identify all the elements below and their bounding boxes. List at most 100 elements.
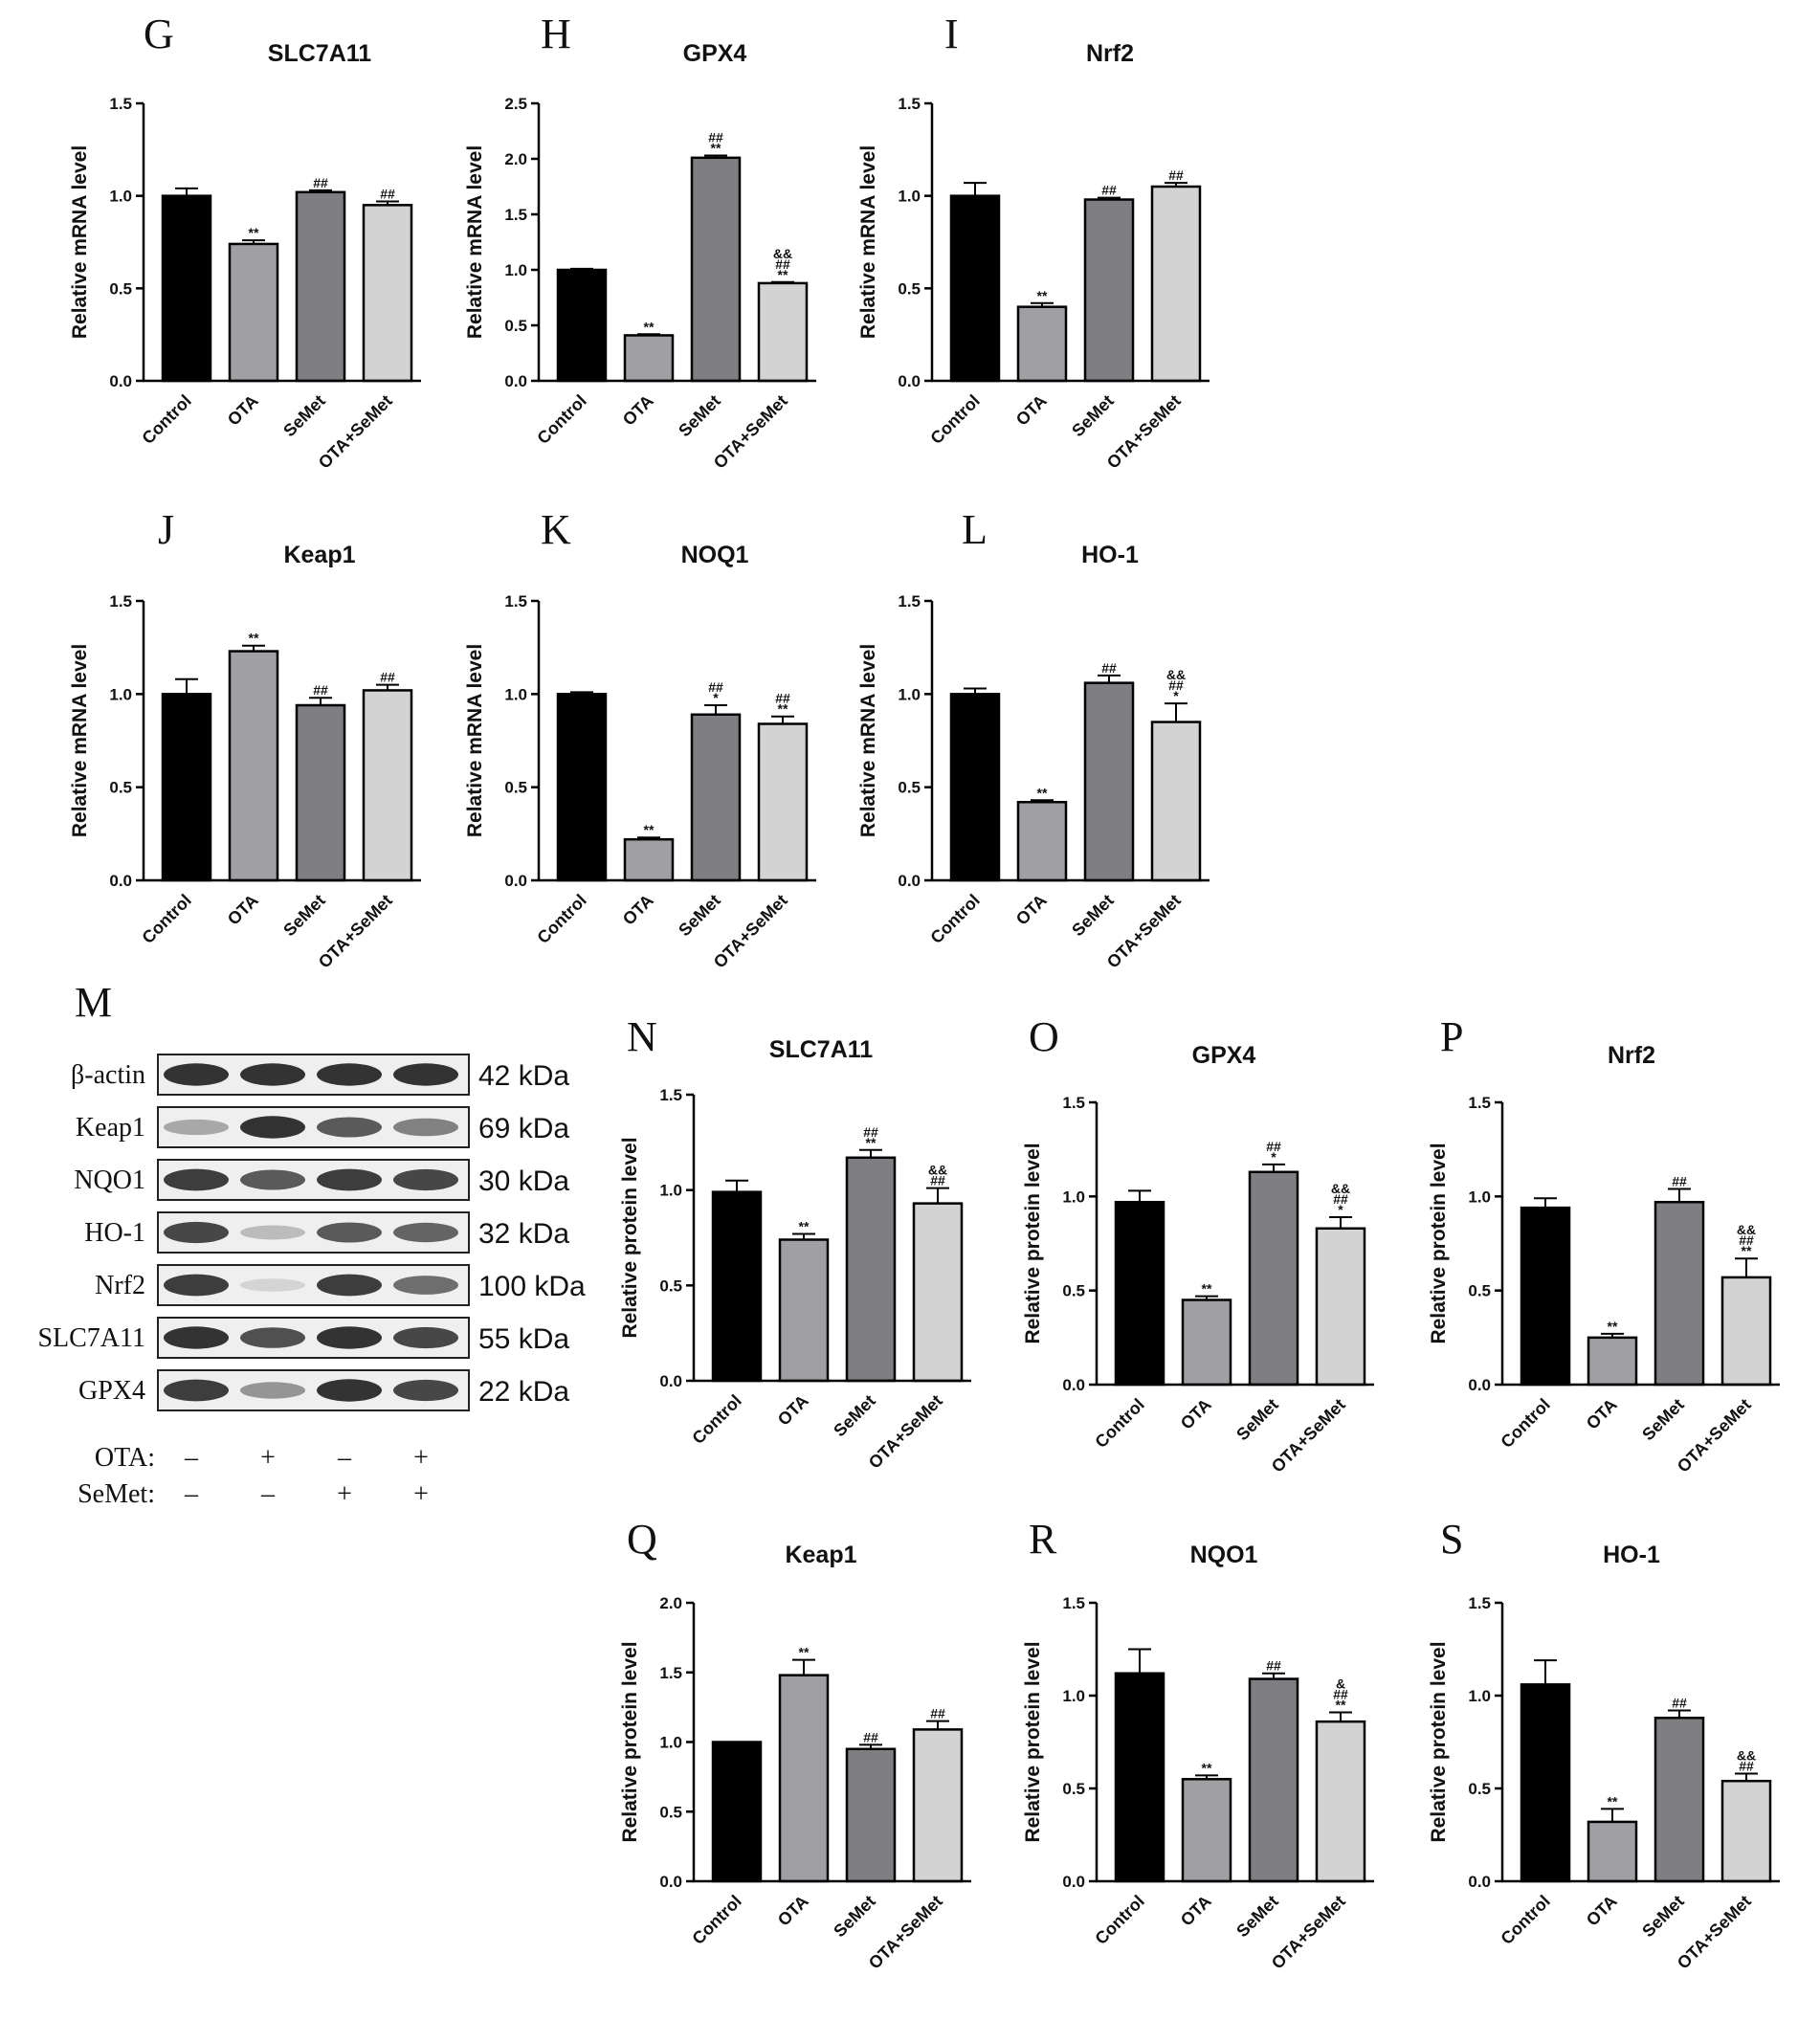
panel-letter: N: [627, 1013, 657, 1060]
bar-control: [161, 194, 212, 383]
panel-letter: L: [962, 506, 988, 553]
panel-letter: O: [1029, 1013, 1059, 1060]
blot-kda-label: 55 kDa: [478, 1323, 569, 1355]
blot-kda-label: 69 kDa: [478, 1113, 569, 1144]
panel-letter: H: [541, 11, 571, 57]
significance-mark: **: [778, 267, 788, 282]
y-axis-label: Relative mRNA level: [69, 644, 91, 837]
blot-band: [164, 1221, 229, 1244]
blot-band: [317, 1117, 382, 1138]
bar-ota-semet: [1150, 721, 1202, 882]
bar-semet: [1248, 1677, 1299, 1883]
y-tick-label: 1.5: [1062, 1594, 1085, 1612]
significance-mark: ##: [863, 1729, 878, 1744]
category-label: SeMet: [830, 1391, 879, 1441]
significance-mark: &&: [1166, 667, 1186, 682]
category-label: Control: [1497, 1892, 1553, 1948]
blot-band: [393, 1222, 458, 1243]
significance-mark: ##: [775, 691, 790, 706]
significance-mark: **: [799, 1219, 810, 1234]
significance-mark: &&: [1737, 1747, 1756, 1763]
condition-mark: –: [184, 1479, 199, 1509]
y-axis-label: Relative protein level: [619, 1641, 641, 1842]
condition-mark: +: [260, 1443, 276, 1473]
condition-mark: +: [413, 1443, 429, 1473]
y-tick-label: 1.5: [659, 1664, 682, 1682]
category-label: SeMet: [1068, 391, 1118, 441]
blot-kda-label: 30 kDa: [478, 1165, 569, 1197]
significance-mark: *: [1338, 1202, 1343, 1217]
blot-band: [317, 1274, 382, 1297]
y-axis-label: Relative protein level: [1428, 1143, 1450, 1343]
blot-band: [317, 1063, 382, 1086]
y-tick-label: 1.0: [504, 685, 527, 703]
condition-mark: –: [260, 1479, 276, 1509]
bar-control: [556, 693, 608, 882]
y-tick-label: 0.0: [109, 372, 132, 390]
bar-ota-semet: [1720, 1779, 1772, 1883]
bar-control: [1520, 1206, 1571, 1387]
bar-ota: [1587, 1336, 1638, 1387]
significance-mark: ##: [863, 1124, 878, 1140]
bar-semet: [295, 703, 346, 882]
y-tick-label: 1.0: [1062, 1188, 1085, 1206]
significance-mark: **: [799, 1645, 810, 1660]
condition-mark: +: [413, 1479, 429, 1509]
y-tick-label: 1.5: [504, 206, 527, 224]
bar-ota: [778, 1674, 830, 1883]
blot-protein-label: GPX4: [78, 1376, 145, 1406]
y-tick-label: 1.0: [898, 685, 921, 703]
y-tick-label: 0.0: [109, 872, 132, 890]
condition-mark: –: [184, 1443, 199, 1473]
category-label: SeMet: [1232, 1395, 1282, 1445]
bar-ota: [1016, 800, 1068, 882]
y-axis-label: Relative mRNA level: [464, 145, 486, 339]
blot-protein-label: β-actin: [71, 1060, 145, 1090]
y-tick-label: 0.5: [1062, 1282, 1085, 1300]
blot-band: [317, 1379, 382, 1402]
significance-mark: ##: [313, 175, 328, 190]
category-label: OTA: [619, 391, 657, 430]
significance-mark: &&: [1331, 1181, 1350, 1196]
category-label: OTA: [224, 391, 262, 430]
significance-mark: &&: [1737, 1222, 1756, 1237]
chart-panel-s: S HO-1 Relative protein level Control ** OTA #…: [1428, 1516, 1780, 1973]
blot-band: [240, 1382, 305, 1399]
condition-label: SeMet:: [78, 1479, 155, 1509]
y-tick-label: 1.0: [898, 188, 921, 206]
blot-band: [393, 1118, 458, 1137]
y-tick-label: 0.0: [1062, 1873, 1085, 1891]
panel-letter: M: [75, 979, 112, 1026]
y-tick-label: 0.5: [504, 779, 527, 797]
bar-ota-semet: [912, 1728, 964, 1883]
chart-title: SLC7A11: [268, 40, 371, 67]
significance-mark: ##: [380, 670, 395, 685]
category-label: OTA: [774, 1892, 812, 1930]
y-tick-label: 0.5: [659, 1276, 682, 1295]
bar-ota: [623, 837, 675, 882]
significance-mark: **: [866, 1135, 877, 1150]
y-axis-label: Relative protein level: [1428, 1641, 1450, 1842]
y-tick-label: 1.0: [659, 1734, 682, 1752]
bar-ota-semet: [757, 281, 809, 383]
blot-protein-label: Keap1: [76, 1113, 145, 1143]
blot-band: [240, 1327, 305, 1348]
bar-ota: [1181, 1299, 1232, 1387]
bar-semet: [845, 1156, 897, 1383]
y-tick-label: 0.0: [504, 872, 527, 890]
category-label: SeMet: [1068, 891, 1118, 941]
significance-mark: **: [249, 225, 259, 240]
category-label: Control: [138, 391, 194, 448]
significance-mark: ##: [775, 256, 790, 272]
blot-band: [164, 1063, 229, 1086]
panel-letter: G: [144, 11, 174, 57]
category-label: OTA: [619, 891, 657, 929]
category-label: Control: [138, 891, 194, 947]
significance-mark: **: [711, 141, 721, 156]
y-tick-label: 0.0: [1468, 1376, 1491, 1394]
chart-title: Keap1: [785, 1542, 856, 1568]
significance-mark: ##: [1101, 183, 1117, 198]
